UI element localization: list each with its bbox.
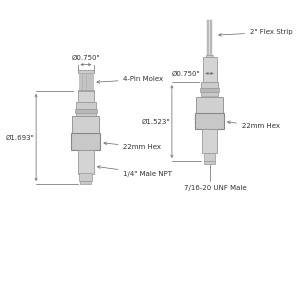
- Bar: [76, 102, 96, 109]
- Bar: [201, 82, 218, 88]
- Bar: [206, 55, 213, 58]
- Bar: [77, 90, 94, 93]
- Bar: [71, 133, 100, 150]
- Bar: [75, 109, 97, 112]
- Bar: [208, 20, 209, 56]
- Bar: [211, 20, 212, 56]
- Bar: [202, 57, 217, 82]
- Bar: [78, 150, 94, 174]
- Bar: [196, 97, 223, 113]
- Text: 22mm Hex: 22mm Hex: [228, 121, 280, 129]
- Bar: [80, 173, 92, 181]
- Bar: [210, 20, 211, 56]
- Text: 4-Pin Molex: 4-Pin Molex: [97, 76, 164, 83]
- Bar: [82, 74, 86, 91]
- Text: 1/4" Male NPT: 1/4" Male NPT: [98, 166, 172, 177]
- Bar: [80, 181, 91, 184]
- Text: Ø0.750": Ø0.750": [71, 55, 100, 61]
- Text: 22mm Hex: 22mm Hex: [104, 142, 161, 150]
- Bar: [204, 161, 214, 164]
- Bar: [79, 74, 82, 91]
- Text: 2" Flex Strip: 2" Flex Strip: [219, 29, 292, 36]
- Bar: [86, 74, 89, 91]
- Text: Ø1.693": Ø1.693": [5, 134, 34, 140]
- Text: Ø0.750": Ø0.750": [172, 70, 200, 76]
- Bar: [195, 112, 224, 129]
- Bar: [202, 129, 217, 153]
- Bar: [76, 112, 96, 116]
- Bar: [200, 88, 219, 92]
- Bar: [77, 70, 94, 74]
- Bar: [72, 116, 99, 134]
- Bar: [77, 91, 94, 103]
- Text: Ø1.523": Ø1.523": [141, 118, 170, 124]
- Bar: [201, 92, 218, 96]
- Bar: [207, 20, 208, 56]
- Text: 7/16-20 UNF Male: 7/16-20 UNF Male: [184, 185, 246, 191]
- Bar: [90, 74, 93, 91]
- Bar: [204, 153, 215, 161]
